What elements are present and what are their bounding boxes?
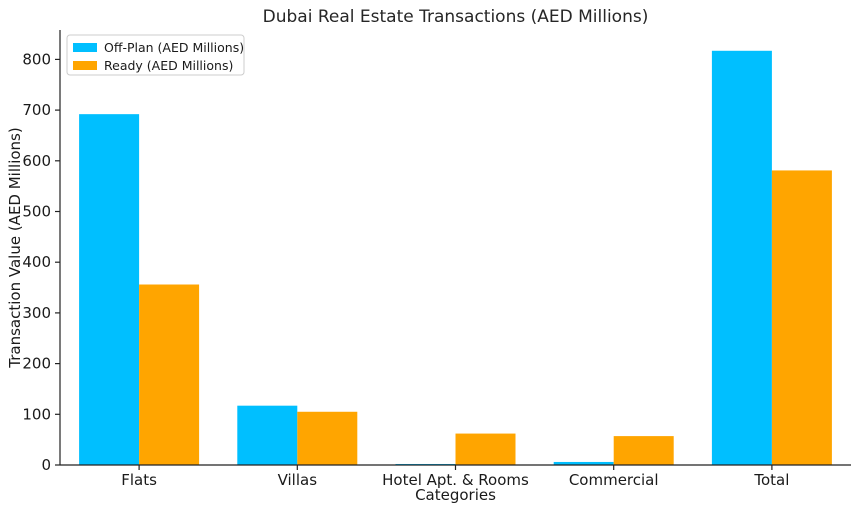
x-tick-label: Villas <box>278 471 318 489</box>
x-tick-label: Hotel Apt. & Rooms <box>382 471 529 489</box>
legend-swatch <box>73 61 97 70</box>
x-tick-label: Commercial <box>569 471 659 489</box>
y-tick-label: 500 <box>22 203 51 221</box>
chart-title: Dubai Real Estate Transactions (AED Mill… <box>263 7 649 27</box>
legend-label: Ready (AED Millions) <box>104 58 233 73</box>
legend-swatch <box>73 43 97 52</box>
bar-ready-0 <box>139 284 200 465</box>
legend-label: Off-Plan (AED Millions) <box>104 40 244 55</box>
bar-ready-1 <box>297 411 358 465</box>
bar-off-plan-0 <box>79 114 140 466</box>
bar-ready-4 <box>771 170 832 465</box>
plot-area: Flats Villas Hotel Apt. & Rooms Commercial T… <box>22 30 851 489</box>
bar-ready-3 <box>613 436 674 465</box>
x-axis-label: Categories <box>415 486 496 504</box>
bar-off-plan-1 <box>237 405 298 465</box>
y-tick-label: 700 <box>22 101 51 119</box>
y-axis-label: Transaction Value (AED Millions) <box>6 127 24 368</box>
y-tick-label: 0 <box>41 456 51 474</box>
y-tick-label: 600 <box>22 152 51 170</box>
legend-frame <box>66 34 245 76</box>
x-tick-label: Total <box>753 471 789 489</box>
bar-ready-2 <box>455 433 516 465</box>
y-tick-label: 800 <box>22 50 51 68</box>
y-tick-label: 200 <box>22 355 51 373</box>
bar-off-plan-3 <box>553 461 614 465</box>
y-tick-label: 400 <box>22 253 51 271</box>
y-tick-label: 300 <box>22 304 51 322</box>
y-tick-label: 100 <box>22 405 51 423</box>
legend: Off-Plan (AED Millions) Ready (AED Millio… <box>66 34 245 76</box>
bar-off-plan-4 <box>711 50 772 465</box>
x-tick-label: Flats <box>121 471 157 489</box>
